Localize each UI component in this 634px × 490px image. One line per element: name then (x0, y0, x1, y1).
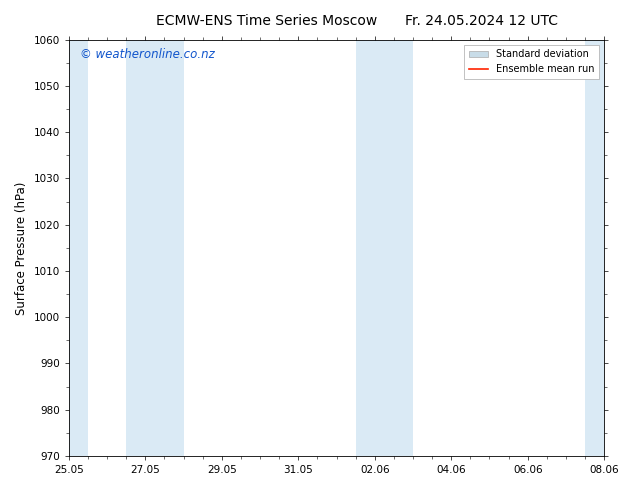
Bar (69, 40, 88, 456)
Text: © weatheronline.co.nz: © weatheronline.co.nz (79, 48, 214, 61)
Text: Fr. 24.05.2024 12 UTC: Fr. 24.05.2024 12 UTC (405, 14, 559, 28)
Legend: Standard deviation, Ensemble mean run: Standard deviation, Ensemble mean run (464, 45, 599, 79)
Bar (585, 40, 604, 456)
Text: ECMW-ENS Time Series Moscow: ECMW-ENS Time Series Moscow (156, 14, 377, 28)
Bar (126, 40, 184, 456)
Bar (356, 40, 413, 456)
Y-axis label: Surface Pressure (hPa): Surface Pressure (hPa) (15, 181, 28, 315)
